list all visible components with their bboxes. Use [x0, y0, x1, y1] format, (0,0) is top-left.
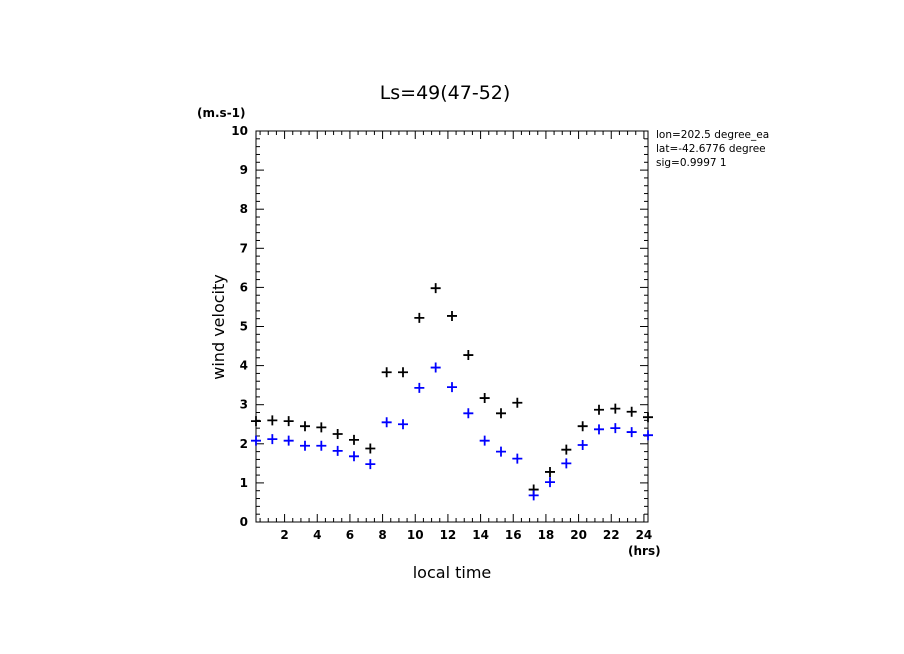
data-point-series-2: [594, 424, 604, 435]
data-point-series-1: [447, 310, 457, 321]
data-point-series-2: [316, 440, 327, 451]
chart-title: Ls=49(47-52): [380, 82, 511, 104]
data-point-series-1: [349, 434, 359, 445]
x-tick-label: 16: [505, 528, 522, 542]
data-point-series-1: [496, 408, 506, 419]
y-axis-label: wind velocity: [209, 274, 228, 379]
info-clip: [780, 126, 904, 176]
data-point-series-2: [479, 435, 490, 446]
data-point-series-1: [463, 350, 474, 361]
x-tick-label: 12: [440, 528, 457, 542]
y-tick-label: 7: [240, 241, 248, 255]
data-point-series-2: [496, 446, 506, 457]
data-point-series-1: [545, 466, 555, 477]
data-point-series-1: [577, 421, 588, 432]
data-point-series-2: [626, 427, 637, 438]
data-point-series-2: [545, 477, 555, 488]
data-point-series-2: [332, 445, 343, 456]
data-point-series-1: [414, 312, 425, 323]
y-tick-label: 5: [240, 320, 248, 334]
data-point-series-2: [251, 435, 261, 446]
y-tick-label: 6: [240, 280, 248, 294]
data-point-series-2: [283, 435, 294, 446]
data-points: [251, 283, 653, 501]
x-axis-label: local time: [413, 563, 492, 582]
x-tick-label: 22: [603, 528, 620, 542]
data-point-series-2: [447, 382, 457, 393]
info-lon: lon=202.5 degree_ea: [656, 129, 769, 141]
x-tick-label: 14: [472, 528, 489, 542]
y-tick-label: 10: [231, 124, 248, 138]
y-tick-label: 3: [240, 398, 248, 412]
y-unit-label: (m.s-1): [197, 106, 246, 120]
data-point-series-1: [479, 393, 490, 404]
data-point-series-1: [381, 367, 392, 378]
data-point-series-1: [283, 416, 294, 427]
y-tick-label: 9: [240, 163, 248, 177]
data-point-series-2: [610, 423, 621, 434]
y-tick-label: 8: [240, 202, 248, 216]
x-tick-label: 20: [570, 528, 587, 542]
data-point-series-1: [332, 429, 343, 440]
data-point-series-2: [528, 490, 539, 501]
data-point-series-1: [561, 444, 572, 455]
data-point-series-1: [594, 404, 604, 415]
data-point-series-2: [414, 382, 425, 393]
data-point-series-1: [643, 412, 653, 423]
y-tick-label: 1: [240, 476, 248, 490]
y-tick-label: 4: [240, 359, 248, 373]
data-point-series-1: [610, 403, 621, 414]
data-point-series-2: [381, 417, 392, 428]
x-tick-label: 24: [636, 528, 653, 542]
data-point-series-2: [300, 440, 310, 451]
data-point-series-1: [316, 422, 327, 433]
data-point-series-1: [365, 443, 376, 454]
data-point-series-1: [430, 283, 441, 294]
x-unit-label: (hrs): [628, 544, 661, 558]
x-tick-label: 2: [280, 528, 288, 542]
data-point-series-1: [398, 367, 408, 378]
plot-frame: [255, 130, 649, 523]
data-point-series-1: [300, 421, 310, 432]
data-point-series-1: [267, 415, 278, 426]
data-point-series-2: [398, 419, 408, 430]
x-tick-label: 18: [538, 528, 555, 542]
data-point-series-2: [577, 439, 588, 450]
data-point-series-1: [251, 416, 261, 427]
data-point-series-2: [267, 434, 278, 445]
info-lat: lat=-42.6776 degree: [656, 143, 766, 155]
data-point-series-2: [561, 458, 572, 469]
data-point-series-2: [430, 362, 441, 373]
data-point-series-1: [626, 406, 637, 417]
data-point-series-2: [365, 459, 376, 470]
info-sig: sig=0.9997 1: [656, 157, 727, 169]
x-tick-label: 10: [407, 528, 424, 542]
data-point-series-2: [463, 408, 474, 419]
data-point-series-2: [512, 453, 523, 464]
data-point-series-1: [512, 397, 523, 408]
x-tick-label: 6: [346, 528, 354, 542]
y-tick-label: 2: [240, 437, 248, 451]
x-tick-label: 4: [313, 528, 321, 542]
data-point-series-2: [643, 430, 653, 441]
x-tick-label: 8: [378, 528, 386, 542]
y-tick-label: 0: [240, 515, 248, 529]
data-point-series-2: [349, 451, 359, 462]
info-box: lon=202.5 degree_ea lat=-42.6776 degree …: [656, 129, 769, 169]
